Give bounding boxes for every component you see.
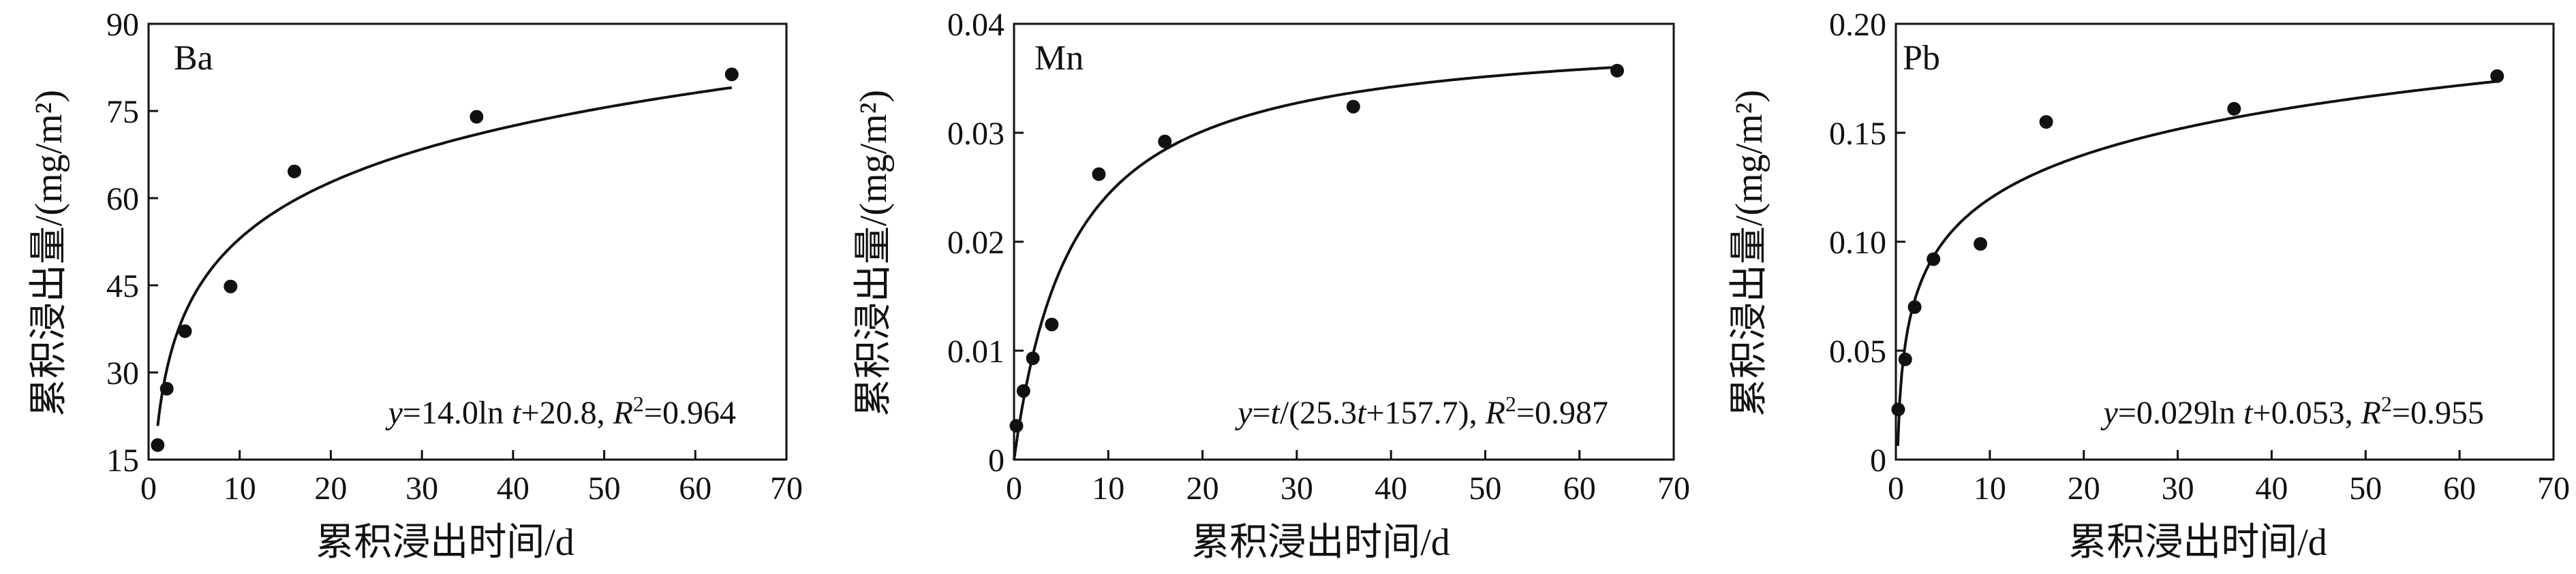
ba-x-tick-label: 60 — [679, 471, 711, 507]
chart-ba: 累积浸出量/(mg/m²) 累积浸出时间/d Ba y=14.0ln t+20.… — [28, 7, 803, 564]
pb-plot-area: 0 10 20 30 40 50 60 70 0 0.05 0.10 0.15 0.20 — [1829, 7, 2570, 507]
mn-fit-curve — [1013, 65, 1618, 460]
mn-xlabel: 累积浸出时间/d — [1191, 522, 1450, 564]
mn-data-point — [1026, 351, 1040, 366]
mn-panel-label: Mn — [1034, 39, 1084, 78]
pb-x-tick-label: 70 — [2537, 471, 2570, 507]
ba-xlabel: 累积浸出时间/d — [316, 522, 574, 564]
ba-panel-label: Ba — [174, 39, 213, 78]
pb-x-tick-label: 10 — [1974, 471, 2006, 507]
ba-data-point — [224, 279, 238, 293]
ba-x-tick-label: 20 — [314, 471, 347, 507]
chart-pb: 累积浸出量/(mg/m²) 累积浸出时间/d Pb y=0.029ln t+0.… — [1728, 7, 2570, 564]
ba-x-tick-label: 40 — [497, 471, 530, 507]
pb-data-point — [1907, 300, 1922, 314]
ba-y-tick-label: 45 — [106, 268, 139, 304]
ba-data-point — [287, 164, 301, 178]
mn-data-point — [1016, 384, 1030, 398]
mn-data-point — [1092, 167, 1106, 181]
pb-data-point — [1898, 352, 1912, 366]
mn-x-tick-label: 0 — [1006, 471, 1022, 507]
mn-plot-area: 0 10 20 30 40 50 60 70 0 0.01 0.02 0.03 0.04 — [947, 7, 1690, 507]
ba-x-tick-label: 30 — [405, 471, 438, 507]
pb-x-tick-label: 50 — [2349, 471, 2382, 507]
mn-data-point — [1610, 63, 1625, 78]
ba-ylabel: 累积浸出量/(mg/m²) — [28, 90, 70, 417]
pb-x-tick-label: 30 — [2162, 471, 2194, 507]
mn-data-point — [1009, 419, 1024, 433]
mn-x-tick-label: 10 — [1092, 471, 1124, 507]
ba-x-tick-label: 10 — [224, 471, 256, 507]
mn-x-tick-label: 50 — [1469, 471, 1501, 507]
pb-y-tick-label: 0.20 — [1829, 7, 1886, 43]
pb-y-tick-label: 0 — [1870, 443, 1886, 479]
ba-data-point — [724, 67, 739, 82]
pb-data-point — [1891, 402, 1905, 417]
pb-y-tick-label: 0.05 — [1829, 334, 1886, 370]
mn-x-tick-label: 30 — [1281, 471, 1313, 507]
mn-x-tick-label: 20 — [1186, 471, 1219, 507]
ba-data-point — [178, 324, 192, 338]
pb-fit-curve — [1896, 80, 2498, 446]
ba-plot-frame — [147, 22, 788, 461]
pb-x-tick-label: 60 — [2443, 471, 2476, 507]
mn-equation: y=t/(25.3t+157.7), R2=0.987 — [1234, 392, 1608, 431]
mn-data-point — [1158, 134, 1172, 148]
mn-data-point — [1346, 99, 1360, 114]
ba-data-point — [470, 110, 484, 124]
ba-x-tick-label: 50 — [588, 471, 621, 507]
mn-plot-frame — [1013, 22, 1675, 461]
ba-y-tick-label: 60 — [106, 181, 139, 217]
pb-x-tick-label: 20 — [2068, 471, 2100, 507]
mn-y-tick-label: 0.03 — [947, 116, 1005, 152]
mn-y-tick-label: 0 — [988, 443, 1005, 479]
pb-panel-label: Pb — [1903, 39, 1940, 78]
pb-y-tick-label: 0.15 — [1829, 116, 1886, 152]
ba-y-tick-label: 75 — [106, 94, 139, 130]
pb-ylabel: 累积浸出量/(mg/m²) — [1728, 90, 1770, 417]
ba-y-tick-label: 15 — [106, 443, 139, 479]
pb-x-tick-label: 0 — [1888, 471, 1904, 507]
mn-x-tick-label: 60 — [1563, 471, 1596, 507]
ba-y-tick-label: 90 — [106, 7, 139, 43]
ba-data-point — [159, 381, 174, 396]
pb-data-point — [2227, 101, 2241, 116]
mn-ylabel: 累积浸出量/(mg/m²) — [853, 90, 895, 417]
mn-y-tick-label: 0.02 — [947, 225, 1005, 261]
ba-plot-area: 0 10 20 30 40 50 60 70 15 30 45 60 75 90 — [106, 7, 803, 507]
ba-data-point — [151, 438, 165, 452]
mn-data-point — [1045, 317, 1059, 332]
pb-equation: y=0.029ln t+0.053, R2=0.955 — [2100, 392, 2484, 431]
mn-y-tick-label: 0.04 — [947, 7, 1005, 43]
chart-mn: 累积浸出量/(mg/m²) 累积浸出时间/d Mn y=t/(25.3t+157… — [853, 7, 1690, 564]
ba-fit-curve — [156, 86, 733, 426]
pb-data-point — [2490, 69, 2504, 83]
mn-y-tick-label: 0.01 — [947, 334, 1005, 370]
mn-x-tick-label: 70 — [1657, 471, 1690, 507]
pb-plot-frame — [1895, 22, 2555, 461]
pb-xlabel: 累积浸出时间/d — [2068, 522, 2327, 564]
mn-x-tick-label: 40 — [1375, 471, 1407, 507]
ba-x-tick-label: 70 — [770, 471, 803, 507]
pb-data-point — [1927, 252, 1941, 266]
pb-data-point — [1974, 237, 1988, 251]
pb-data-point — [2039, 115, 2053, 129]
pb-x-tick-label: 40 — [2255, 471, 2288, 507]
ba-x-tick-label: 0 — [140, 471, 157, 507]
ba-y-tick-label: 30 — [106, 355, 139, 392]
ba-equation: y=14.0ln t+20.8, R2=0.964 — [384, 392, 736, 431]
pb-y-tick-label: 0.10 — [1829, 225, 1886, 261]
